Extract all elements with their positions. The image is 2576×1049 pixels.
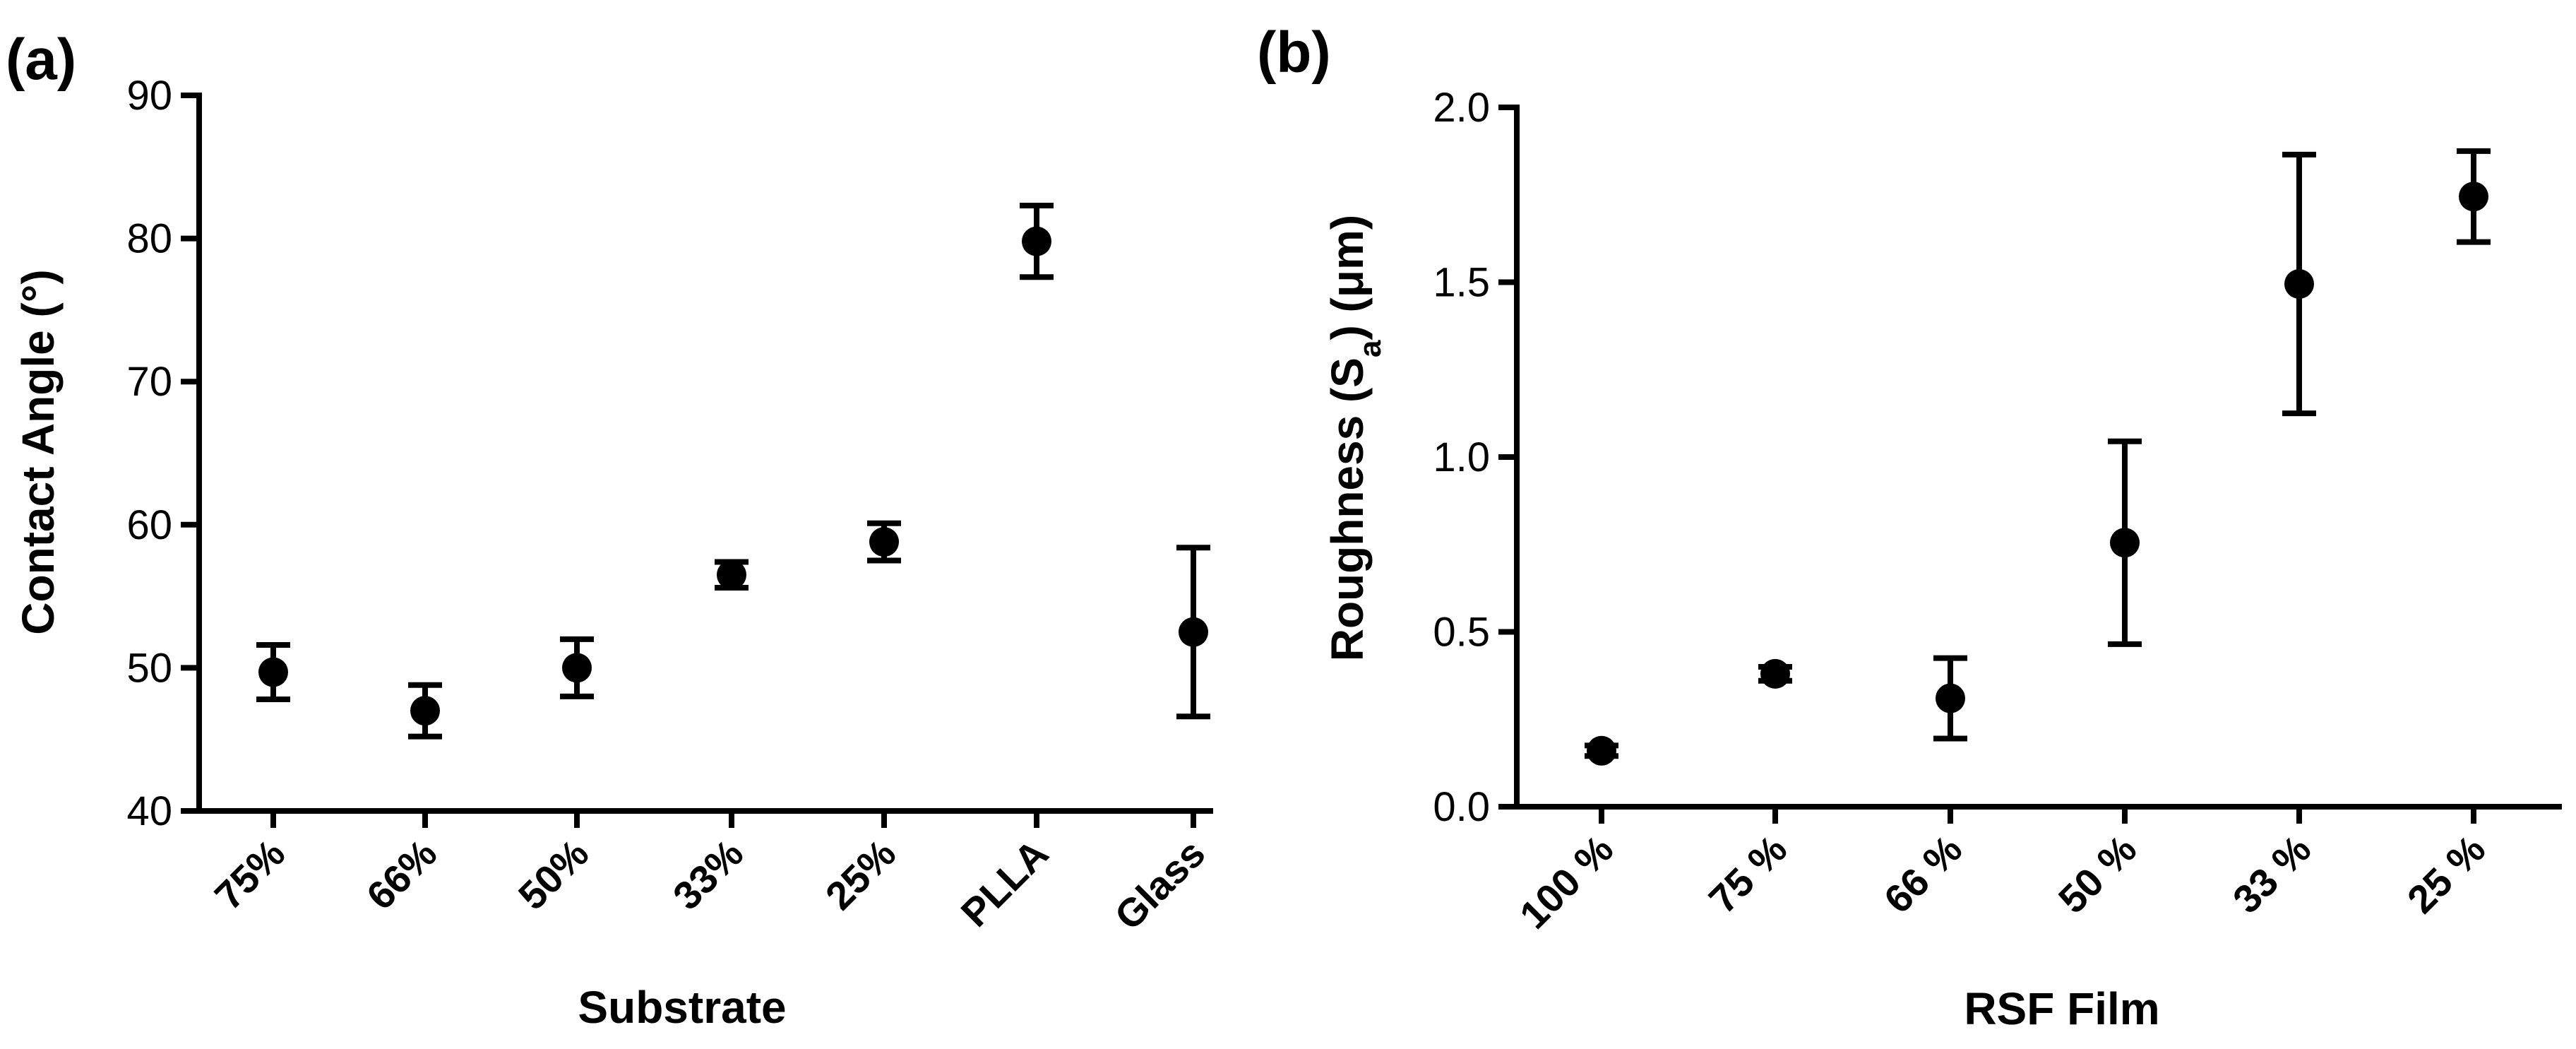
a-y-tick-label: 70 bbox=[126, 359, 172, 405]
a-x-tick-label: 33% bbox=[664, 831, 752, 918]
b-data-point bbox=[2284, 268, 2314, 299]
b-y-tick-label: 0.5 bbox=[1433, 610, 1490, 656]
b-x-tick-label: 50 % bbox=[2050, 826, 2145, 922]
a-y-tick-label: 90 bbox=[126, 73, 172, 119]
a-y-tick-label: 80 bbox=[126, 216, 172, 262]
a-x-tick-label: 66% bbox=[358, 831, 446, 918]
b-data-point bbox=[1587, 735, 1616, 766]
a-data-point bbox=[410, 696, 440, 726]
a-data-point bbox=[1179, 617, 1208, 647]
panel-b-y-axis-title-unit: ) (μm) bbox=[1322, 215, 1373, 340]
a-x-tick-label: 50% bbox=[510, 831, 597, 918]
panel-b-y-axis-title: Roughness (Sa) (μm) bbox=[1322, 215, 1388, 662]
panel-b-x-ticks: 100 % 75 % 66 % 50 % 33 % 25 % bbox=[1511, 807, 2494, 937]
panel-b-data-marks bbox=[1585, 148, 2491, 766]
panel-a-x-axis-title: Substrate bbox=[578, 982, 786, 1033]
b-y-tick-label: 2.0 bbox=[1433, 85, 1490, 131]
a-y-tick-label: 60 bbox=[126, 502, 172, 548]
panel-b-y-ticks: 0.0 0.5 1.0 1.5 2.0 bbox=[1433, 85, 1517, 830]
panel-a-contact-angle: (a) 40 50 60 70 80 90 75% 66% 50% 33% 25% PLLA Glas… bbox=[6, 28, 1213, 1033]
a-data-point bbox=[562, 653, 592, 683]
a-data-point bbox=[717, 559, 746, 590]
b-x-tick-label: 75 % bbox=[1700, 826, 1796, 922]
panel-a-axes bbox=[196, 93, 1213, 814]
b-data-point bbox=[1936, 683, 1965, 713]
b-x-tick-label: 100 % bbox=[1511, 826, 1622, 937]
a-y-tick-label: 50 bbox=[126, 645, 172, 691]
panel-b-axes bbox=[1514, 105, 2562, 810]
panel-b-y-axis-title-subscript: a bbox=[1353, 340, 1388, 357]
a-x-tick-label: 75% bbox=[206, 831, 294, 918]
b-data-point bbox=[2459, 182, 2488, 212]
a-data-point bbox=[258, 657, 288, 687]
a-data-point bbox=[869, 527, 899, 557]
b-x-tick-label: 66 % bbox=[1876, 826, 1971, 922]
panel-b-roughness: (b) 0.0 0.5 1.0 1.5 2.0 100 % 75 % 66 % 50 % 33 … bbox=[1257, 20, 2562, 1034]
b-y-tick-label: 1.5 bbox=[1433, 260, 1490, 306]
b-data-point bbox=[1760, 658, 1790, 689]
b-y-tick-label: 0.0 bbox=[1433, 784, 1490, 830]
b-data-point bbox=[2110, 528, 2140, 558]
a-data-point bbox=[1022, 226, 1051, 256]
a-x-tick-label: 25% bbox=[817, 831, 905, 918]
a-x-tick-label: Glass bbox=[1106, 831, 1213, 938]
b-x-tick-label: 33 % bbox=[2224, 826, 2320, 922]
panel-a-y-ticks: 40 50 60 70 80 90 bbox=[126, 73, 199, 834]
panel-a-y-axis-title: Contact Angle (°) bbox=[13, 269, 64, 634]
b-y-tick-label: 1.0 bbox=[1433, 434, 1490, 480]
panel-b-y-axis-title-main: Roughness (S bbox=[1322, 357, 1373, 661]
panel-a-x-ticks: 75% 66% 50% 33% 25% PLLA Glass bbox=[206, 811, 1213, 938]
b-x-tick-label: 25 % bbox=[2399, 826, 2494, 922]
panel-b-x-axis-title: RSF Film bbox=[1964, 983, 2159, 1034]
a-x-tick-label: PLLA bbox=[953, 831, 1057, 935]
panel-a-label: (a) bbox=[6, 28, 76, 92]
panel-a-data-marks bbox=[256, 203, 1210, 740]
panel-b-label: (b) bbox=[1257, 20, 1331, 85]
a-y-tick-label: 40 bbox=[126, 788, 172, 834]
